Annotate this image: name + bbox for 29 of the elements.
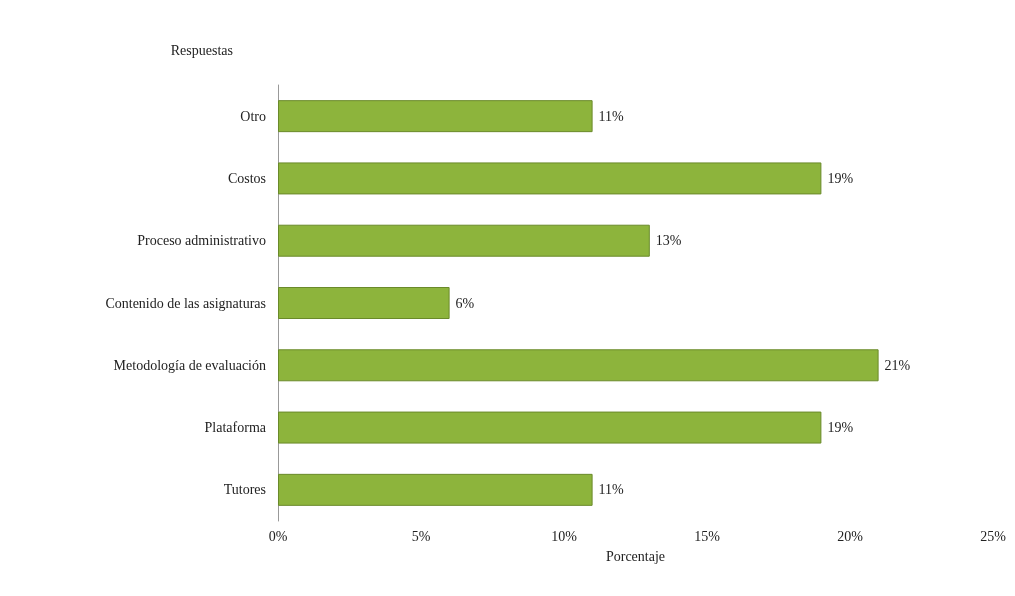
data-label: 13%	[655, 233, 682, 249]
x-tick-label: 0%	[268, 528, 288, 544]
data-label: 11%	[598, 108, 625, 124]
x-tick-label: 15%	[694, 528, 721, 544]
x-tick-label: 25%	[980, 528, 1007, 544]
y-tick-label: Costos	[227, 170, 266, 186]
data-label: 19%	[827, 420, 854, 436]
data-label: 6%	[455, 295, 475, 311]
y-tick-label: Tutores	[223, 482, 266, 498]
y-axis-title: Respuestas	[170, 42, 233, 58]
x-tick-label: 5%	[411, 528, 431, 544]
y-tick-label: Contenido de las asignaturas	[105, 295, 266, 311]
x-tick-label: 20%	[837, 528, 864, 544]
x-tick-label: 10%	[551, 528, 578, 544]
bar	[278, 162, 822, 195]
y-tick-label: Otro	[240, 108, 266, 124]
bar	[278, 100, 593, 133]
bar	[278, 287, 450, 319]
bar	[278, 411, 822, 444]
data-label: 11%	[598, 482, 625, 498]
data-label: 21%	[884, 357, 911, 373]
y-tick-label: Plataforma	[204, 420, 267, 436]
y-tick-label: Proceso administrativo	[137, 233, 266, 249]
y-tick-label: Metodología de evaluación	[113, 357, 266, 373]
bar	[278, 224, 650, 257]
x-axis-title: Porcentaje	[605, 548, 666, 564]
bar	[278, 349, 879, 382]
bar	[278, 473, 593, 506]
data-label: 19%	[827, 170, 854, 186]
